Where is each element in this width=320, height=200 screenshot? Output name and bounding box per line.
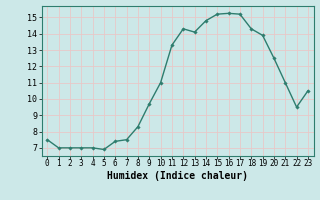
X-axis label: Humidex (Indice chaleur): Humidex (Indice chaleur): [107, 171, 248, 181]
